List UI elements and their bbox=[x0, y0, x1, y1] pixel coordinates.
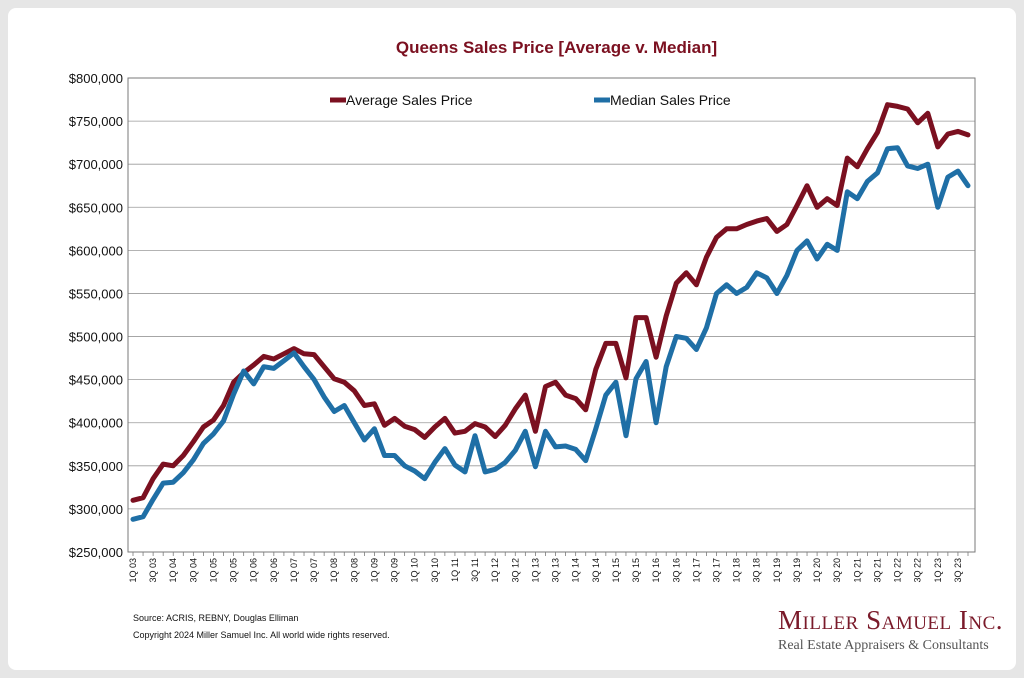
x-tick-label: 3Q 10 bbox=[430, 558, 440, 583]
x-tick-label: 1Q 17 bbox=[691, 558, 701, 583]
y-tick-label: $700,000 bbox=[69, 157, 123, 172]
x-tick-label: 1Q 18 bbox=[732, 558, 742, 583]
y-tick-label: $300,000 bbox=[69, 502, 123, 517]
y-tick-label: $750,000 bbox=[69, 114, 123, 129]
y-tick-label: $500,000 bbox=[69, 330, 123, 345]
y-tick-label: $800,000 bbox=[69, 71, 123, 86]
x-tick-label: 3Q 09 bbox=[390, 558, 400, 583]
x-tick-label: 3Q 20 bbox=[832, 558, 842, 583]
x-tick-label: 1Q 12 bbox=[490, 558, 500, 583]
x-tick-label: 3Q 15 bbox=[631, 558, 641, 583]
x-tick-label: 3Q 12 bbox=[510, 558, 520, 583]
x-tick-label: 1Q 03 bbox=[128, 558, 138, 583]
legend-label: Median Sales Price bbox=[610, 92, 731, 108]
y-tick-label: $650,000 bbox=[69, 200, 123, 215]
legend-label: Average Sales Price bbox=[346, 92, 473, 108]
x-tick-label: 3Q 21 bbox=[872, 558, 882, 583]
y-tick-label: $450,000 bbox=[69, 373, 123, 388]
chart-page: Queens Sales Price [Average v. Median] $2… bbox=[8, 8, 1016, 670]
y-tick-label: $400,000 bbox=[69, 416, 123, 431]
y-tick-label: $250,000 bbox=[69, 545, 123, 560]
series-line-median bbox=[130, 145, 971, 522]
x-tick-label: 1Q 21 bbox=[852, 558, 862, 583]
x-tick-label: 3Q 06 bbox=[269, 558, 279, 583]
x-tick-label: 1Q 23 bbox=[933, 558, 943, 583]
series-line-average bbox=[130, 102, 971, 503]
x-tick-label: 1Q 14 bbox=[571, 558, 581, 583]
x-tick-label: 3Q 04 bbox=[188, 558, 198, 583]
x-tick-label: 1Q 15 bbox=[611, 558, 621, 583]
x-tick-label: 3Q 22 bbox=[913, 558, 923, 583]
x-tick-label: 3Q 19 bbox=[792, 558, 802, 583]
x-tick-label: 3Q 23 bbox=[953, 558, 963, 583]
x-tick-label: 3Q 14 bbox=[591, 558, 601, 583]
x-tick-label: 1Q 19 bbox=[772, 558, 782, 583]
y-tick-label: $550,000 bbox=[69, 286, 123, 301]
x-tick-label: 1Q 07 bbox=[289, 558, 299, 583]
y-tick-label: $600,000 bbox=[69, 243, 123, 258]
x-tick-label: 3Q 17 bbox=[711, 558, 721, 583]
x-tick-label: 1Q 08 bbox=[329, 558, 339, 583]
x-tick-label: 3Q 05 bbox=[229, 558, 239, 583]
x-tick-label: 3Q 16 bbox=[671, 558, 681, 583]
x-tick-label: 1Q 16 bbox=[651, 558, 661, 583]
x-tick-label: 3Q 13 bbox=[551, 558, 561, 583]
x-tick-label: 1Q 20 bbox=[812, 558, 822, 583]
brand-logo: Miller Samuel Inc. Real Estate Appraiser… bbox=[778, 606, 1013, 654]
x-tick-label: 1Q 22 bbox=[893, 558, 903, 583]
x-tick-label: 1Q 09 bbox=[369, 558, 379, 583]
brand-tagline: Real Estate Appraisers & Consultants bbox=[778, 638, 989, 653]
brand-name: Miller Samuel Inc. bbox=[778, 605, 1004, 635]
sales-price-chart: Queens Sales Price [Average v. Median] $2… bbox=[69, 38, 976, 583]
x-tick-label: 1Q 11 bbox=[450, 558, 460, 582]
y-tick-label: $350,000 bbox=[69, 459, 123, 474]
x-tick-label: 1Q 10 bbox=[410, 558, 420, 583]
source-note: Source: ACRIS, REBNY, Douglas Elliman bbox=[133, 613, 299, 623]
x-tick-label: 3Q 03 bbox=[148, 558, 158, 583]
x-tick-label: 1Q 06 bbox=[249, 558, 259, 583]
x-tick-label: 3Q 18 bbox=[752, 558, 762, 583]
plot-frame bbox=[127, 77, 976, 553]
copyright-note: Copyright 2024 Miller Samuel Inc. All wo… bbox=[133, 630, 390, 640]
x-tick-label: 1Q 04 bbox=[168, 558, 178, 583]
x-tick-label: 3Q 11 bbox=[470, 558, 480, 582]
x-tick-label: 1Q 05 bbox=[208, 558, 218, 583]
x-tick-label: 3Q 08 bbox=[349, 558, 359, 583]
x-tick-label: 3Q 07 bbox=[309, 558, 319, 583]
chart-title: Queens Sales Price [Average v. Median] bbox=[396, 38, 717, 57]
x-tick-label: 1Q 13 bbox=[530, 558, 540, 583]
